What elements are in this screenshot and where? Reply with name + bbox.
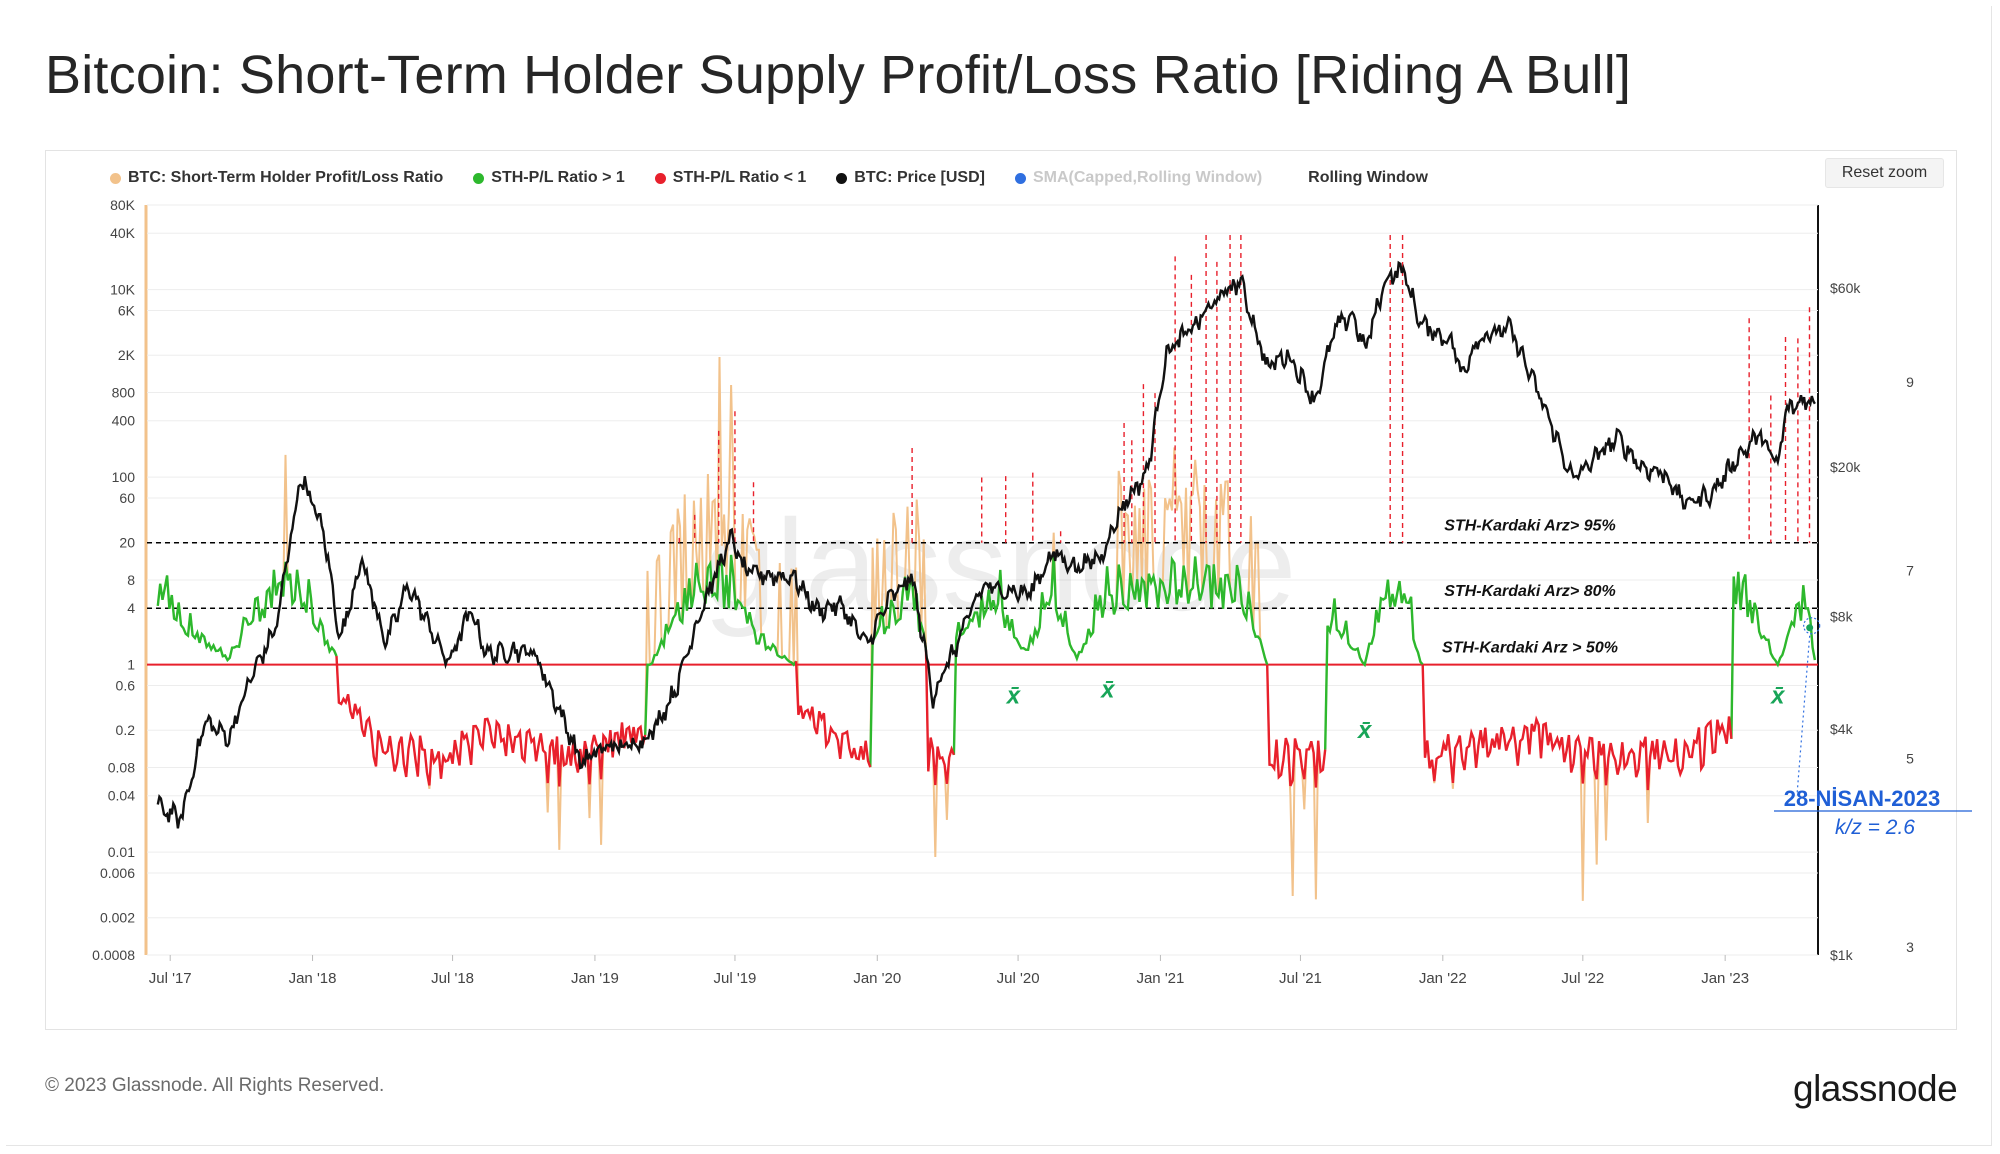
rolling-window-selector[interactable]: Rolling Window (1308, 169, 1428, 187)
legend-item-sth-ratio[interactable]: BTC: Short-Term Holder Profit/Loss Ratio (110, 169, 443, 187)
chart-legend: BTC: Short-Term Holder Profit/Loss Ratio… (110, 168, 1458, 188)
legend-item-btc-price[interactable]: BTC: Price [USD] (836, 169, 985, 187)
legend-label: STH-P/L Ratio < 1 (672, 169, 807, 186)
legend-swatch-btc-price (836, 172, 848, 184)
page-title: Bitcoin: Short-Term Holder Supply Profit… (45, 45, 1632, 105)
legend-label: STH-P/L Ratio > 1 (491, 169, 625, 186)
legend-swatch-ratio-above-1 (473, 172, 485, 184)
page-frame (6, 6, 1992, 1146)
legend-swatch-sth-ratio (110, 172, 121, 184)
rolling-window-label: Rolling Window (1308, 169, 1428, 186)
legend-item-ratio-above-1[interactable]: STH-P/L Ratio > 1 (473, 169, 625, 187)
footer-logo: glassnode (1793, 1068, 1958, 1109)
legend-swatch-ratio-below-1 (654, 172, 666, 184)
legend-label: BTC: Short-Term Holder Profit/Loss Ratio (128, 169, 444, 186)
footer-copyright: © 2023 Glassnode. All Rights Reserved. (45, 1075, 385, 1096)
legend-item-ratio-below-1[interactable]: STH-P/L Ratio < 1 (654, 169, 807, 187)
reset-zoom-button[interactable]: Reset zoom (1825, 158, 1944, 188)
legend-label: SMA(Capped,Rolling Window) (1032, 169, 1263, 186)
chart-panel (45, 150, 1957, 1030)
legend-label: BTC: Price [USD] (854, 169, 985, 186)
legend-item-sma[interactable]: SMA(Capped,Rolling Window) (1014, 169, 1263, 187)
legend-swatch-sma (1014, 172, 1026, 184)
